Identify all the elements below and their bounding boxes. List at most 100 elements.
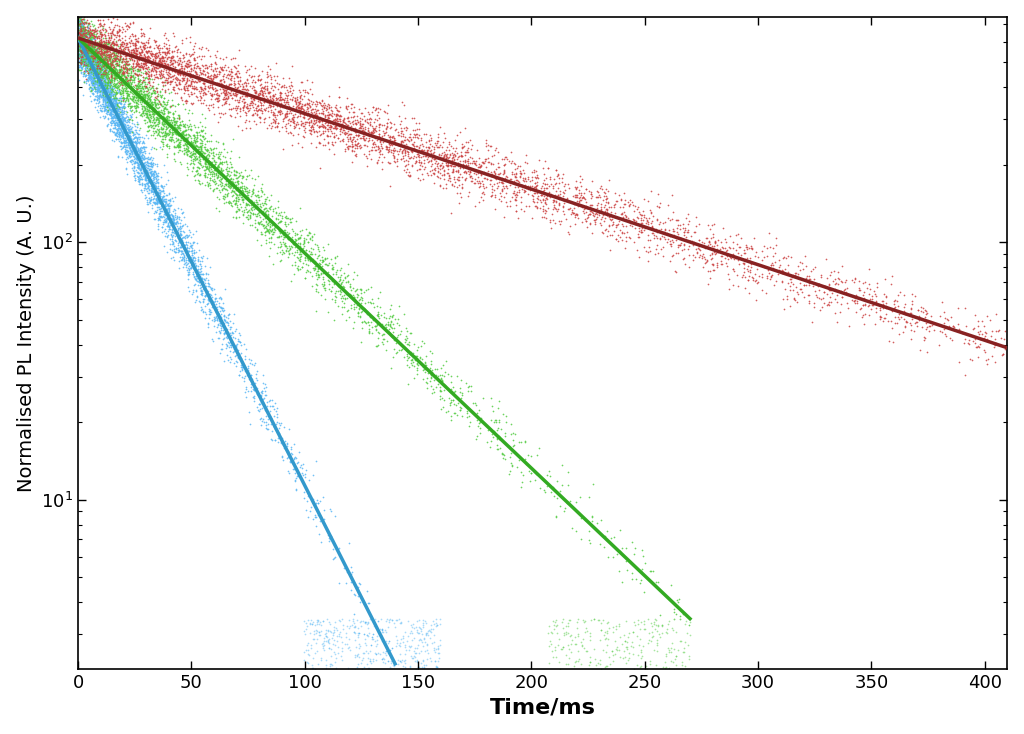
Point [333,122,349,134]
Point [94,81,111,93]
Point [710,246,726,258]
Point [659,619,676,631]
Point [233,194,250,206]
Point [82,4,98,16]
Point [83,46,99,58]
Point [92,67,109,79]
Point [155,197,171,209]
Point [91,66,108,78]
Point [105,117,122,128]
Point [157,200,173,211]
Point [160,127,176,139]
Point [111,75,127,87]
Point [587,208,603,220]
Point [75,42,91,54]
Point [354,652,371,664]
Point [91,73,108,85]
Point [102,52,119,64]
Point [131,137,147,148]
Point [244,99,260,111]
Point [316,280,333,291]
Point [86,75,102,87]
Point [276,211,293,223]
Point [130,91,146,103]
Point [356,134,373,145]
Point [292,231,308,243]
Point [116,67,132,79]
Point [76,45,92,57]
Point [89,65,105,76]
Point [606,647,623,659]
Point [99,66,116,78]
Point [280,452,296,464]
Point [74,34,90,46]
Point [452,382,468,393]
Point [160,225,176,237]
Point [73,37,89,49]
Point [855,292,871,304]
Point [171,112,187,124]
Point [639,246,655,258]
Point [145,114,162,126]
Point [554,176,570,188]
Point [604,213,621,225]
Point [782,280,799,291]
Point [151,54,167,65]
Point [111,72,127,84]
Point [99,106,116,117]
Point [344,144,360,156]
Point [348,284,365,296]
Point [351,640,368,652]
Point [162,59,178,70]
Point [111,128,127,140]
Point [158,72,174,84]
Point [366,314,382,326]
Point [76,54,92,66]
Point [127,142,143,153]
Point [284,112,300,123]
Point [515,186,531,197]
Point [188,57,205,69]
Point [311,115,328,126]
Point [159,203,175,215]
Point [71,37,87,49]
Point [118,51,134,62]
Point [145,82,162,94]
Point [82,72,98,84]
Point [382,644,398,655]
Point [257,87,273,98]
Point [463,170,479,181]
Point [171,66,187,78]
Point [125,164,141,175]
Point [568,622,585,633]
Point [154,123,170,135]
Point [104,40,121,51]
Point [114,126,130,138]
Point [174,251,190,263]
Point [172,116,188,128]
Point [104,90,121,101]
Point [238,200,254,211]
Point [215,168,231,180]
Point [274,101,291,112]
Point [123,46,139,58]
Point [283,115,299,126]
Point [429,619,445,631]
Point [89,94,105,106]
Point [903,302,920,313]
Point [206,283,222,295]
Point [141,81,158,92]
Point [146,117,163,129]
Point [176,148,193,159]
Point [121,81,137,92]
Point [189,60,206,72]
Point [71,43,87,55]
Point [297,84,313,96]
Point [89,56,105,68]
Point [462,157,478,169]
Point [72,46,88,57]
Point [144,116,161,128]
Point [306,109,323,120]
Point [409,655,425,666]
Point [196,282,212,294]
